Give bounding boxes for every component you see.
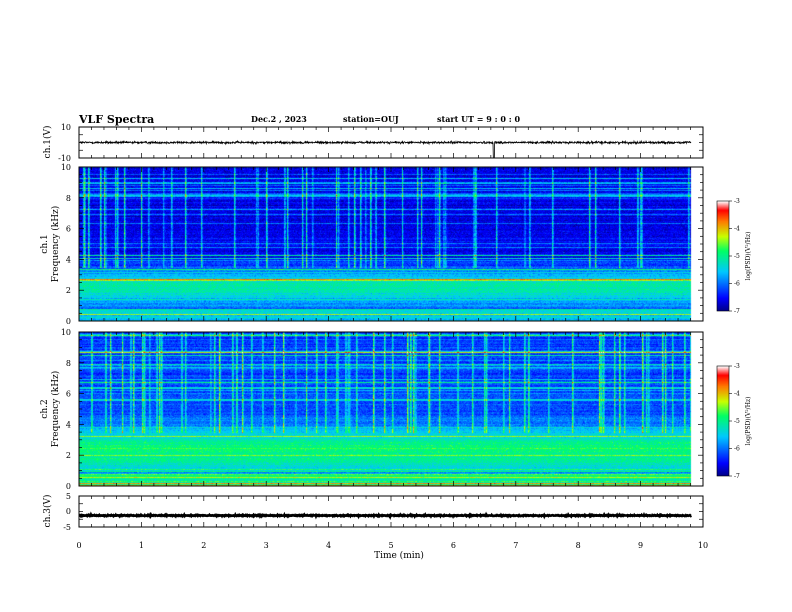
- ch1-ytick-top: 10: [61, 123, 71, 132]
- ch2-spectrogram-ytick-label: 6: [66, 390, 71, 399]
- ch3-waveform-ticks: [78, 495, 704, 528]
- chart-title: VLF Spectra: [78, 113, 154, 126]
- ch2-channel-label: ch.2: [40, 399, 50, 418]
- ch2-spectrogram-ticks: [78, 331, 704, 487]
- ch2-spectrogram-ytick-label: 8: [66, 359, 71, 368]
- ch1-spectrogram-ytick-label: 8: [66, 194, 71, 203]
- start-time-label: start UT = 9 : 0 : 0: [437, 114, 520, 124]
- time-axis-tick-label: 6: [451, 541, 456, 550]
- station-label: station=OUJ: [343, 114, 399, 124]
- ch1-waveform-line: [79, 139, 692, 158]
- time-axis-tick-label: 1: [139, 541, 144, 550]
- ch2-spectrogram-ytick-label: 10: [61, 328, 71, 337]
- time-axis-tick-label: 0: [76, 541, 81, 550]
- ch1-colorbar-tick-label: -5: [734, 253, 740, 260]
- ch2-spectrogram-ytick-label: 2: [66, 451, 71, 460]
- ch2-colorbar-tick-label: -7: [734, 473, 740, 480]
- ch1-colorbar-ticks: -3 -4 -5 -6 -7: [729, 198, 740, 315]
- time-axis-tick-label: 10: [698, 541, 708, 550]
- ch3-ytick-bottom: -5: [63, 523, 71, 532]
- ch2-spectrogram-ytick-label: 4: [66, 420, 71, 429]
- ch1-colorbar-tick-label: -6: [734, 281, 740, 288]
- time-axis-label: Time (min): [374, 550, 424, 561]
- ch3-ytick-mid: 0: [66, 507, 71, 516]
- ch1-spectrogram-ytick-label: 4: [66, 255, 71, 264]
- time-axis-tick-label: 9: [638, 541, 643, 550]
- ch1-colorbar: [717, 201, 729, 311]
- ch2-frequency-ylabel: Frequency (kHz): [50, 371, 61, 448]
- ch1-colorbar-tick-label: -4: [734, 226, 740, 233]
- ch2-colorbar-tick-label: -6: [734, 446, 740, 453]
- ch2-colorbar-tick-label: -4: [734, 391, 740, 398]
- time-axis-tick-label: 2: [201, 541, 206, 550]
- ch3-waveform-line: [79, 511, 693, 521]
- time-axis-tick-label: 8: [576, 541, 581, 550]
- time-axis-tick-label: 7: [513, 541, 518, 550]
- ch2-colorbar-ticks: -3 -4 -5 -6 -7: [729, 363, 740, 480]
- ch2-colorbar-label: log(PSD)(V²/Hz): [745, 397, 752, 446]
- ch1-colorbar-tick-label: -7: [734, 308, 740, 315]
- ch1-spectrogram-ticks: [78, 166, 704, 322]
- time-axis-tick-label: 3: [264, 541, 269, 550]
- ch2-colorbar: [717, 366, 729, 476]
- ch2-spectrogram-ytick-label: 0: [66, 482, 71, 491]
- time-axis-tick-label: 4: [326, 541, 331, 550]
- ch1-waveform-x-ticks: [78, 126, 704, 159]
- time-axis-tick-label: 5: [388, 541, 393, 550]
- ch1-spectrogram-ytick-label: 6: [66, 225, 71, 234]
- ch2-spectrogram-ytick-labels: 0 2 4 6 8 10: [61, 328, 71, 491]
- ch1-frequency-ylabel: Frequency (kHz): [50, 206, 61, 283]
- ch2-spectrogram-image: [79, 332, 703, 486]
- ch2-colorbar-tick-label: -3: [734, 363, 740, 370]
- time-axis-tick-labels: 0 1 2 3 4 5 6 7 8 9 10: [76, 541, 708, 550]
- ch1-colorbar-tick-label: -3: [734, 198, 740, 205]
- ch1-spectrogram-image: [79, 167, 703, 321]
- ch1-waveform-ylabel: ch.1(V): [42, 126, 53, 159]
- ch3-ytick-top: 5: [66, 492, 71, 501]
- date-label: Dec.2 , 2023: [251, 114, 307, 124]
- ch1-ytick-bottom: -10: [58, 154, 71, 163]
- ch3-waveform-panel: 5 0 -5 ch.3(V) 0 1 2 3 4 5 6 7 8 9 10 Time (min): [42, 492, 708, 561]
- ch2-colorbar-tick-label: -5: [734, 418, 740, 425]
- ch1-channel-label: ch.1: [40, 234, 50, 253]
- ch1-spectrogram-ytick-label: 2: [66, 286, 71, 295]
- ch1-colorbar-label: log(PSD)(V²/Hz): [745, 232, 752, 281]
- ch1-spectrogram-ytick-label: 10: [61, 163, 71, 172]
- ch1-spectrogram-ytick-labels: 0 2 4 6 8 10: [61, 163, 71, 326]
- ch1-waveform-panel: 10 -10 ch.1(V): [42, 123, 704, 163]
- ch3-waveform-ylabel: ch.3(V): [42, 495, 53, 528]
- ch1-spectrogram-ytick-label: 0: [66, 317, 71, 326]
